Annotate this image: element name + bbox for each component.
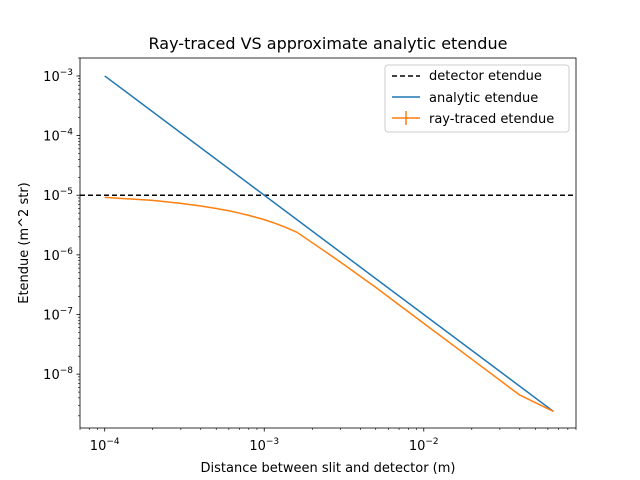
x-tick-label: 10−2 xyxy=(409,437,439,454)
y-tick-label: 10−7 xyxy=(43,307,73,324)
legend-box xyxy=(384,64,570,133)
legend-label-detector: detector etendue xyxy=(429,69,542,84)
y-tick-label: 10−4 xyxy=(43,128,73,145)
y-tick-label: 10−6 xyxy=(43,247,73,264)
legend: detector etendue analytic etendue ray-tr… xyxy=(384,64,570,133)
y-tick-label: 10−8 xyxy=(43,366,73,383)
x-tick-label: 10−4 xyxy=(90,437,120,454)
legend-label-analytic: analytic etendue xyxy=(429,91,538,106)
chart-title: Ray-traced VS approximate analytic etend… xyxy=(149,34,508,53)
plot-area-frame xyxy=(79,57,577,429)
legend-label-raytraced: ray-traced etendue xyxy=(429,112,554,127)
x-tick-label: 10−3 xyxy=(249,437,279,454)
y-tick-label: 10−3 xyxy=(43,68,73,85)
y-axis-label: Etendue (m^2 str) xyxy=(17,182,32,304)
series-analytic-etendue-line xyxy=(104,75,554,413)
y-tick-label: 10−5 xyxy=(43,187,73,204)
x-axis-label: Distance between slit and detector (m) xyxy=(201,461,456,476)
series-ray-traced-etendue-line xyxy=(104,196,554,413)
